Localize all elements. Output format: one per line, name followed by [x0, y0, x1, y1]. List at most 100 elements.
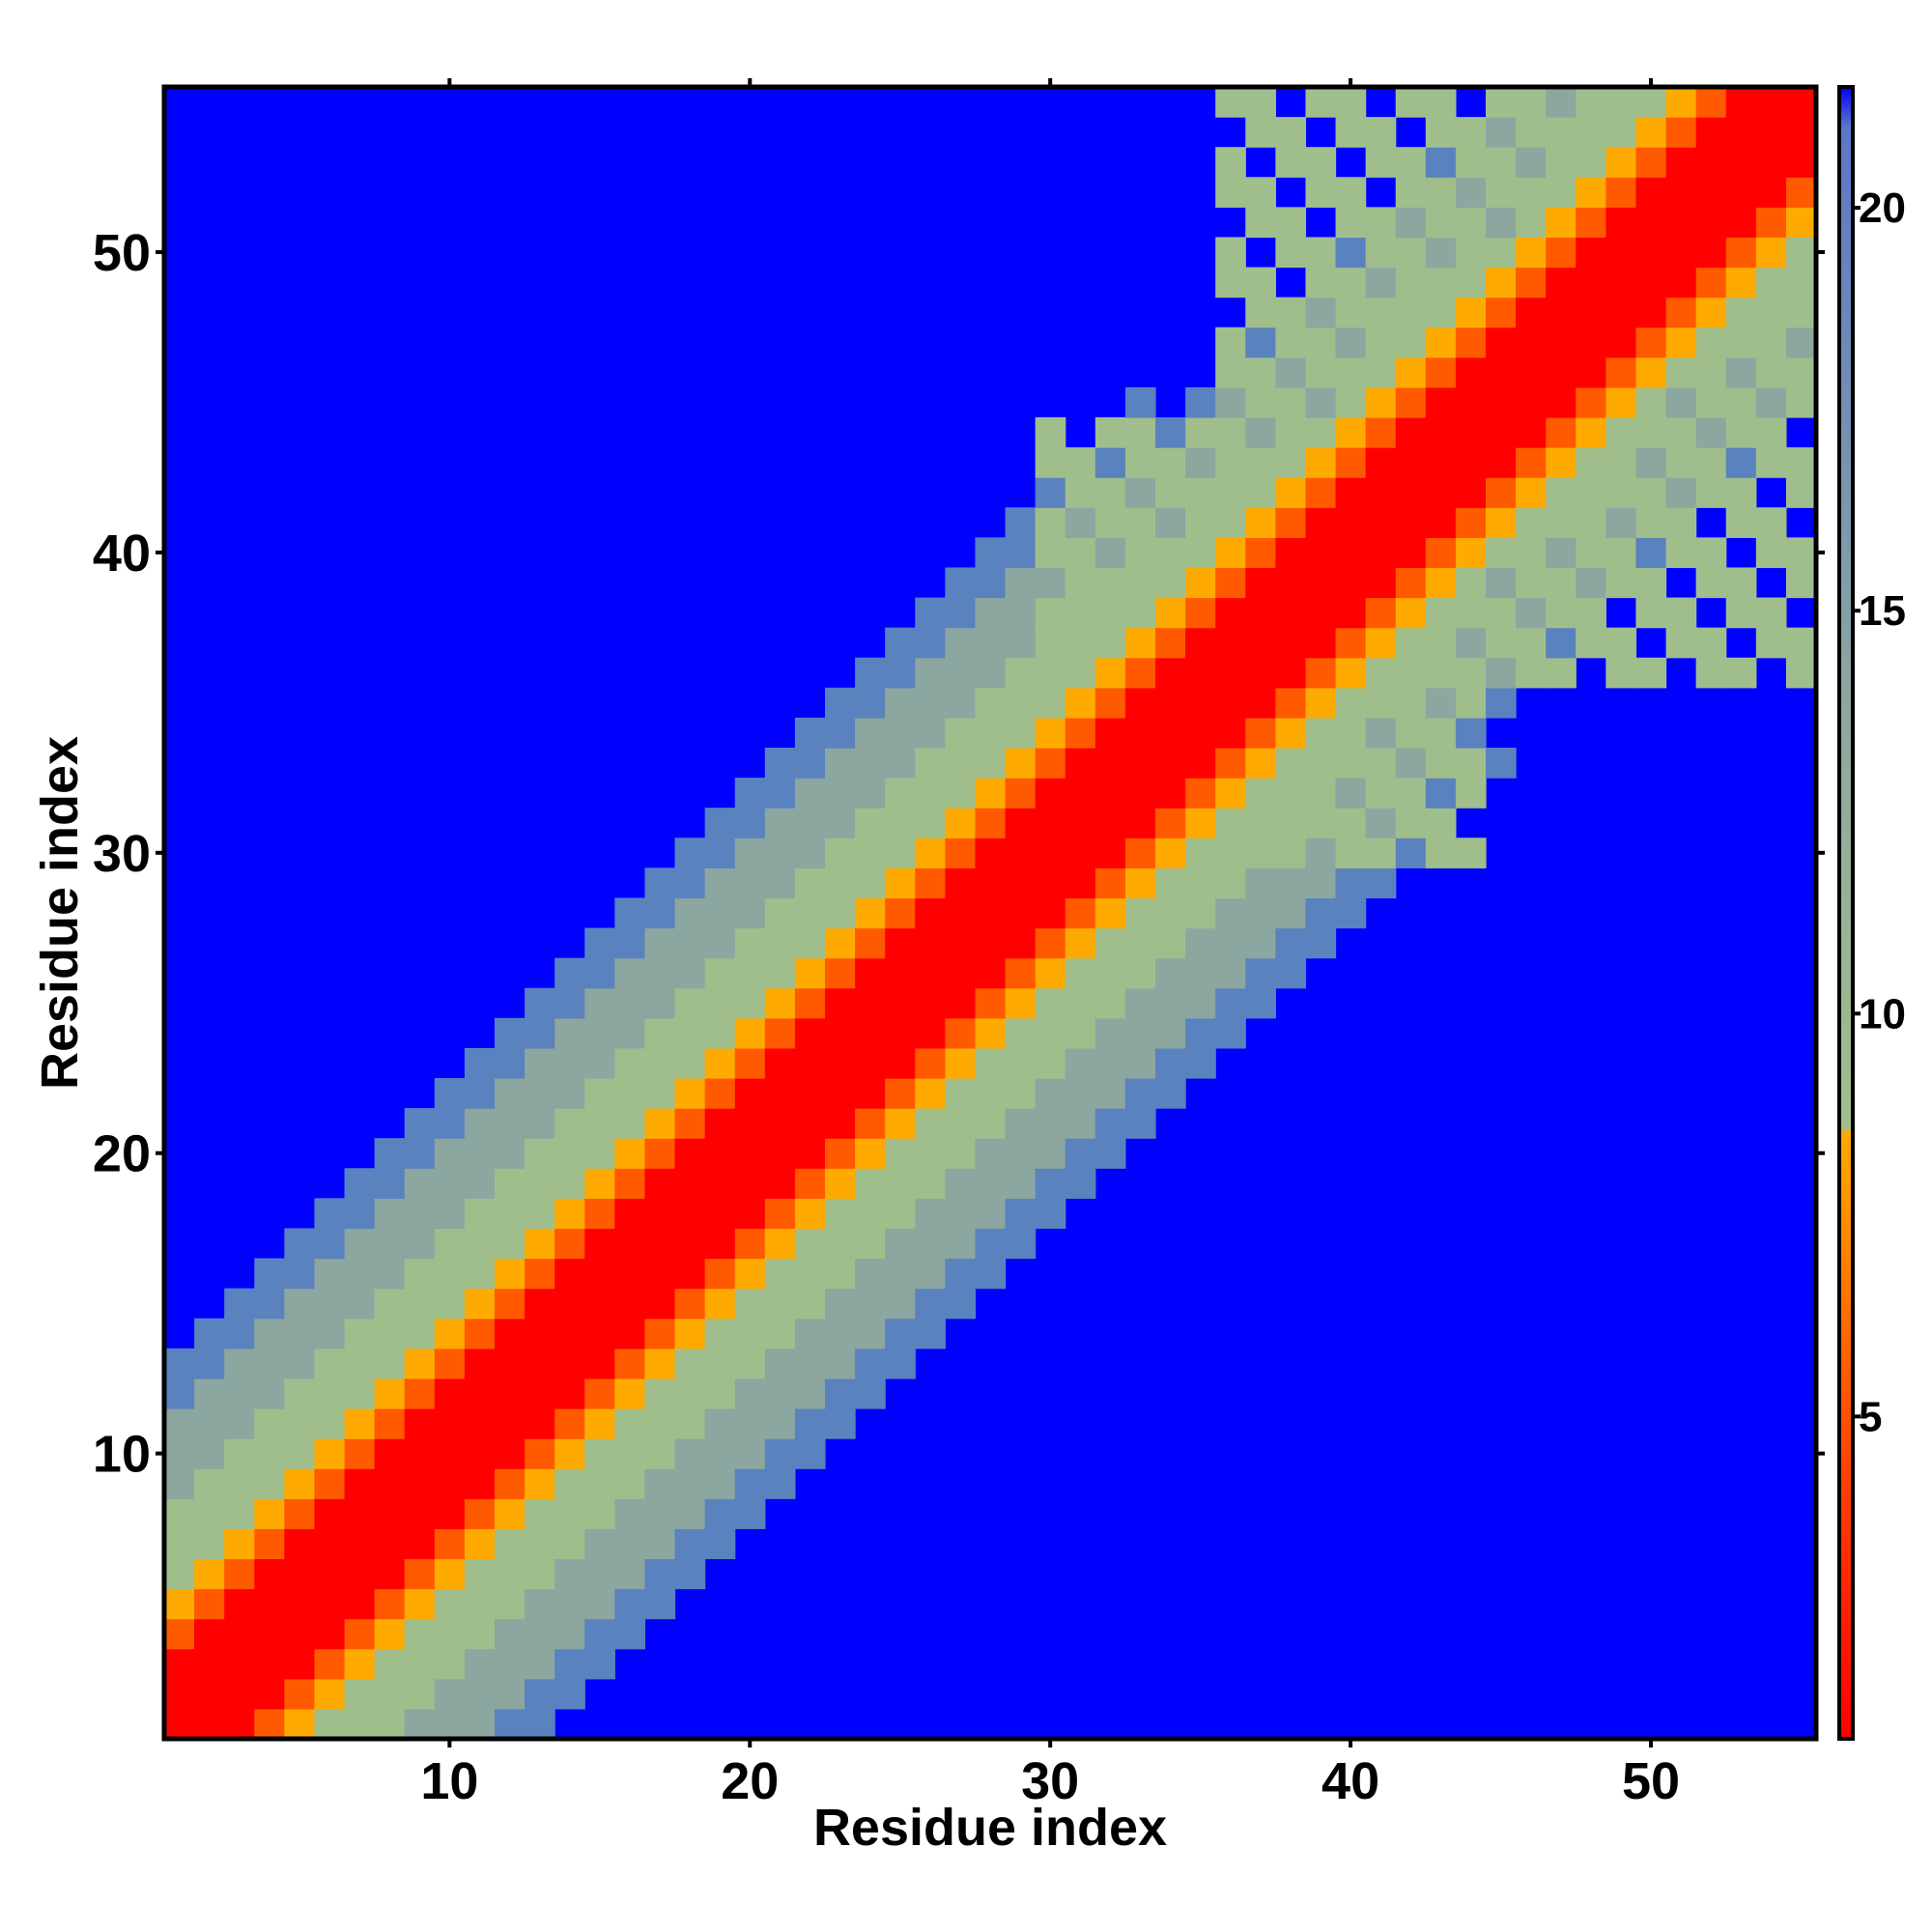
heatmap-cell	[554, 1168, 585, 1199]
heatmap-cell	[1665, 267, 1697, 298]
heatmap-cell	[1605, 507, 1637, 538]
heatmap-cell	[464, 1588, 496, 1620]
heatmap-cell	[1516, 207, 1547, 239]
heatmap-cell	[1755, 207, 1787, 239]
heatmap-cell	[704, 927, 736, 959]
colorbar	[1837, 85, 1855, 1741]
heatmap-cell	[674, 1198, 706, 1230]
heatmap-cell	[1065, 477, 1096, 508]
heatmap-cell	[1335, 386, 1367, 418]
heatmap-cell	[885, 1348, 916, 1379]
heatmap-cell	[614, 927, 646, 959]
heatmap-cell	[1546, 417, 1577, 448]
heatmap-cell	[1155, 477, 1186, 508]
heatmap-cell	[1185, 627, 1216, 659]
heatmap-cell	[525, 987, 555, 1019]
heatmap-cell	[1785, 207, 1817, 239]
heatmap-cell	[584, 1198, 615, 1230]
heatmap-cell	[704, 1138, 736, 1169]
heatmap-cell	[1155, 597, 1186, 629]
heatmap-cell	[404, 1708, 436, 1740]
heatmap-cell	[224, 1618, 255, 1650]
heatmap-cell	[1185, 778, 1216, 809]
heatmap-cell	[644, 1108, 676, 1139]
heatmap-cell	[1005, 567, 1037, 599]
heatmap-cell	[1275, 207, 1307, 239]
heatmap-cell	[644, 1408, 676, 1439]
heatmap-cell	[734, 1468, 766, 1499]
heatmap-cell	[1335, 237, 1367, 269]
heatmap-cell	[1785, 267, 1817, 298]
heatmap-cell	[1635, 207, 1667, 239]
heatmap-cell	[1605, 537, 1637, 569]
heatmap-cell	[374, 1468, 406, 1499]
heatmap-cell	[1425, 356, 1457, 388]
heatmap-cell	[495, 1017, 526, 1049]
heatmap-cell	[915, 987, 946, 1019]
heatmap-cell	[1305, 838, 1337, 868]
heatmap-cell	[1785, 177, 1817, 208]
heatmap-cell	[1425, 177, 1457, 208]
heatmap-cell	[1245, 808, 1276, 838]
heatmap-cell	[464, 1138, 496, 1169]
heatmap-cell	[344, 1228, 376, 1260]
heatmap-cell	[1605, 147, 1637, 178]
heatmap-cell	[314, 1708, 346, 1740]
heatmap-cell	[704, 1438, 736, 1469]
colorbar-tick-label: 5	[1859, 1393, 1882, 1440]
heatmap-cell	[584, 927, 615, 959]
heatmap-cell	[554, 1228, 585, 1260]
heatmap-cell	[554, 1108, 585, 1139]
heatmap-cell	[1185, 567, 1216, 599]
heatmap-cell	[434, 1528, 466, 1560]
heatmap-cell	[1785, 447, 1817, 478]
heatmap-cell	[674, 1258, 706, 1290]
heatmap-cell	[1486, 447, 1517, 478]
heatmap-cell	[1275, 687, 1307, 719]
heatmap-cell	[794, 1108, 826, 1139]
heatmap-cell	[1215, 778, 1246, 809]
heatmap-cell	[254, 1318, 285, 1350]
heatmap-cell	[1065, 597, 1096, 629]
heatmap-cell	[1005, 687, 1037, 719]
heatmap-cell	[1035, 987, 1066, 1019]
heatmap-cell	[1035, 597, 1066, 629]
heatmap-cell	[734, 867, 766, 899]
heatmap-cell	[464, 1348, 496, 1379]
heatmap-cell	[915, 957, 946, 989]
heatmap-cell	[1335, 897, 1367, 929]
heatmap-cell	[404, 1168, 436, 1199]
heatmap-cell	[1215, 537, 1246, 569]
heatmap-cell	[164, 1678, 195, 1710]
heatmap-cell	[644, 1588, 676, 1620]
heatmap-cell	[1395, 177, 1427, 208]
heatmap-cell	[1516, 597, 1547, 629]
heatmap-cell	[254, 1288, 285, 1320]
heatmap-cell	[1486, 327, 1517, 358]
heatmap-cell	[374, 1588, 406, 1620]
heatmap-cell	[284, 1408, 316, 1439]
heatmap-cell	[1335, 507, 1367, 538]
heatmap-cell	[1335, 447, 1367, 478]
heatmap-cell	[1665, 147, 1697, 178]
heatmap-cell	[404, 1618, 436, 1650]
heatmap-cell	[1695, 267, 1727, 298]
heatmap-cell	[1605, 237, 1637, 269]
heatmap-cell	[1065, 867, 1096, 899]
heatmap-cell	[525, 1618, 555, 1650]
heatmap-cell	[554, 957, 585, 989]
heatmap-cell	[614, 1588, 646, 1620]
heatmap-cell	[1755, 327, 1787, 358]
heatmap-cell	[1695, 567, 1727, 599]
heatmap-cell	[1425, 477, 1457, 508]
heatmap-cell	[434, 1678, 466, 1710]
heatmap-cell	[404, 1348, 436, 1379]
heatmap-cell	[1455, 237, 1487, 269]
heatmap-cell	[1065, 687, 1096, 719]
heatmap-cell	[1275, 417, 1307, 448]
heatmap-cell	[1486, 356, 1517, 388]
heatmap-cell	[1035, 537, 1066, 569]
heatmap-cell	[1695, 297, 1727, 328]
heatmap-cell	[495, 1348, 526, 1379]
heatmap-cell	[1546, 597, 1577, 629]
